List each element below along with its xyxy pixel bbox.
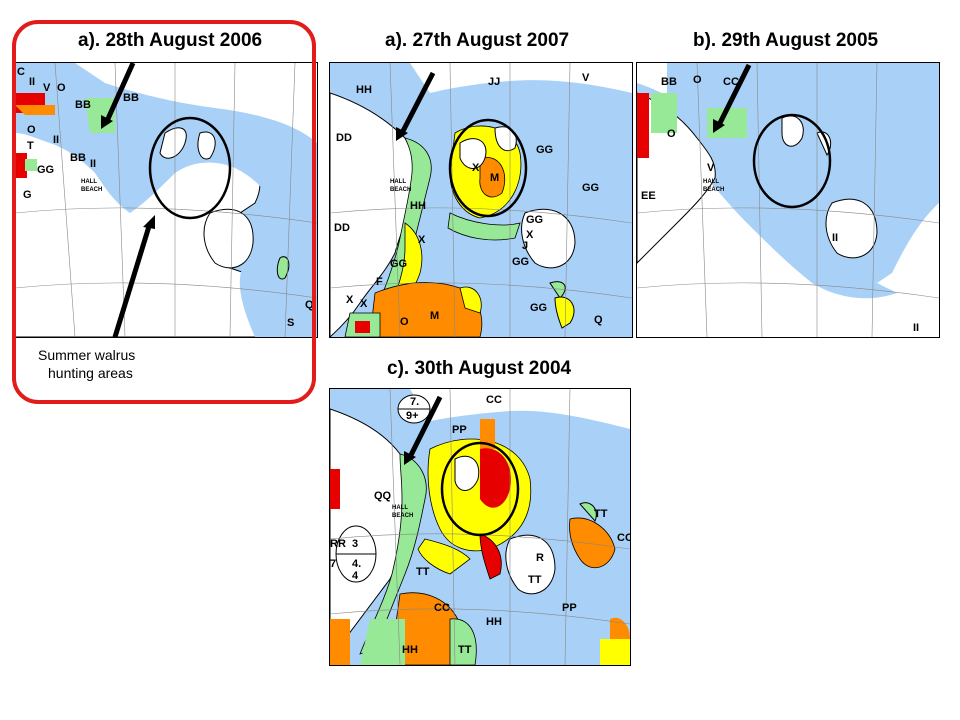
map-label: O: [667, 128, 676, 140]
map-label: BB: [661, 76, 677, 88]
map-label: DD: [336, 132, 352, 144]
map-label: HH: [356, 84, 372, 96]
map-label: X: [346, 294, 354, 306]
hall-beach-label: HALL: [703, 179, 719, 185]
ice-map-2006: C II V O BB O T II GG BB G II BB Q S HAL…: [14, 62, 318, 338]
map-label: II: [832, 232, 838, 244]
map-label: O: [27, 124, 36, 136]
map-label: X: [526, 229, 534, 241]
map-label: GG: [582, 182, 599, 194]
map-label: TT: [594, 508, 608, 520]
caption-line-2: hunting areas: [48, 365, 133, 381]
hall-beach-label: BEACH: [703, 187, 724, 193]
legend-top-value: 9+: [406, 410, 419, 422]
panel-title-2004: c). 30th August 2004: [387, 358, 572, 379]
map-label: II: [29, 76, 35, 88]
legend-side-label: RR: [330, 538, 346, 550]
map-label: GG: [37, 164, 54, 176]
highlight-frame: [12, 20, 316, 404]
map-label: HH: [410, 200, 426, 212]
map-label: C: [17, 66, 25, 78]
map-label: GG: [530, 302, 547, 314]
map-label: X: [472, 162, 480, 174]
ice-map-2004: CC PP QQ TT CC R TT TT PP HH CC TT HH HA…: [329, 388, 631, 666]
panel-title-2007: a). 27th August 2007: [385, 30, 570, 51]
map-label: V: [43, 82, 51, 94]
map-label: Q: [594, 314, 603, 326]
map-label: T: [27, 140, 34, 152]
panel-title-2005: b). 29th August 2005: [693, 30, 879, 51]
map-label: M: [430, 310, 439, 322]
legend-bottom-value: 4.: [352, 558, 361, 570]
map-label: CC: [434, 602, 450, 614]
map-label: TT: [528, 574, 542, 586]
map-label: O: [400, 316, 409, 328]
map-label: Q: [305, 299, 314, 311]
map-label: BB: [123, 92, 139, 104]
map-label: HH: [486, 616, 502, 628]
panel-title-2006: a). 28th August 2006: [78, 30, 263, 51]
caption-line-1: Summer walrus: [38, 347, 136, 363]
map-label: EE: [641, 190, 656, 202]
map-label: PP: [452, 424, 467, 436]
map-label: M: [490, 172, 499, 184]
hall-beach-label: BEACH: [81, 187, 102, 193]
map-label: GG: [526, 214, 543, 226]
map-label: TT: [416, 566, 430, 578]
map-label: X: [360, 298, 368, 310]
map-label: TT: [458, 644, 472, 656]
legend-bottom-value: 3: [352, 538, 358, 550]
legend-top-value: 7.: [410, 396, 419, 408]
map-label: GG: [390, 258, 407, 270]
map-label: II: [913, 322, 919, 334]
map-label: J: [522, 240, 528, 252]
ice-map-2007: HH JJ V DD GG X M GG HH GG X J X GG DD G…: [329, 62, 633, 338]
map-label: O: [57, 82, 66, 94]
map-label: G: [23, 189, 32, 201]
hall-beach-label: HALL: [390, 179, 406, 185]
map-label: V: [582, 72, 590, 84]
map-label: JJ: [488, 76, 500, 88]
map-label: CC: [486, 394, 502, 406]
legend-side-label: 7: [330, 558, 336, 570]
map-label: GG: [512, 256, 529, 268]
map-label: F: [376, 276, 383, 288]
map-label: O: [693, 74, 702, 86]
map-label: GG: [536, 144, 553, 156]
map-label: QQ: [374, 490, 392, 502]
hall-beach-label: BEACH: [392, 513, 413, 519]
caption-summer-walrus: Summer walrus hunting areas: [38, 346, 135, 382]
map-label: CC: [723, 76, 739, 88]
map-label: DD: [334, 222, 350, 234]
legend-bottom-value: 4: [352, 570, 359, 582]
map-label: HH: [402, 644, 418, 656]
map-label: BB: [75, 99, 91, 111]
hall-beach-label: HALL: [392, 505, 408, 511]
ice-map-2005: BB O CC O V EE II II HALL BEACH: [636, 62, 940, 338]
map-label: S: [287, 317, 294, 329]
map-label: BB: [70, 152, 86, 164]
hall-beach-label: HALL: [81, 179, 97, 185]
map-label: V: [707, 162, 715, 174]
map-label: II: [53, 134, 59, 146]
map-label: PP: [562, 602, 577, 614]
hall-beach-label: BEACH: [390, 187, 411, 193]
map-label: X: [418, 234, 426, 246]
map-label: II: [90, 158, 96, 170]
map-label: R: [536, 552, 544, 564]
map-label: CC: [617, 532, 630, 544]
